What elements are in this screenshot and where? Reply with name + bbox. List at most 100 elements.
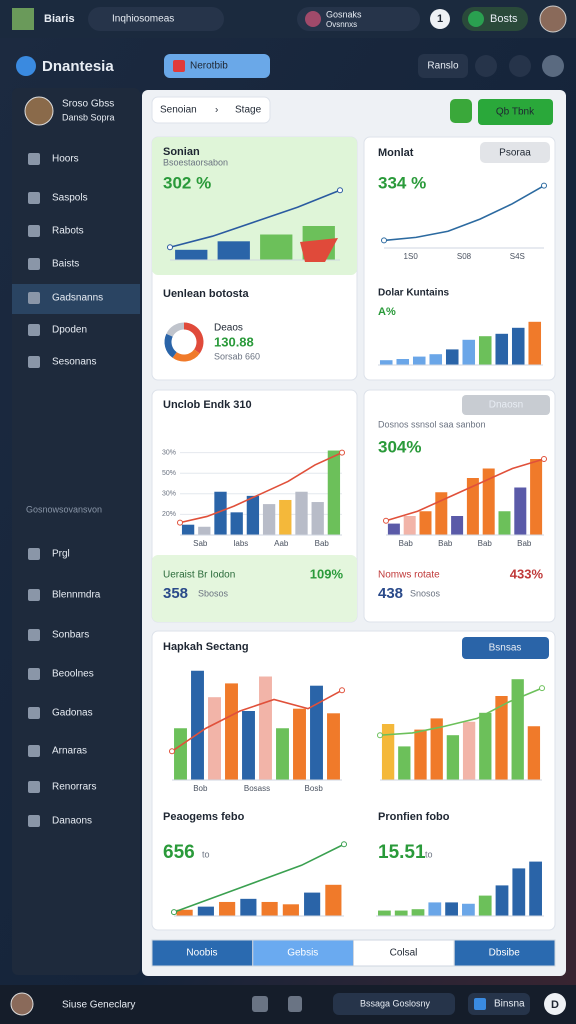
nav-icon[interactable] (28, 324, 40, 336)
tab-pill[interactable] (151, 96, 271, 124)
star-button[interactable] (475, 55, 497, 77)
bar (198, 526, 211, 535)
line-end (377, 732, 383, 739)
card-button[interactable] (480, 142, 550, 163)
nav-item[interactable]: Danaons (52, 816, 92, 827)
bar (219, 901, 236, 916)
footer-sub: Sbosos (198, 588, 229, 598)
footer-search[interactable] (333, 993, 455, 1015)
tab-segment[interactable] (151, 939, 254, 967)
card-title: Uenlean botosta (163, 288, 249, 300)
nav-item[interactable]: Sesonans (52, 357, 96, 368)
nav-item[interactable]: Gadsnanns (52, 293, 103, 304)
chart (376, 861, 544, 917)
nav-item[interactable]: Arnaras (52, 746, 87, 757)
pin-button[interactable] (509, 55, 531, 77)
user-pill[interactable] (297, 7, 420, 31)
bar (262, 504, 276, 535)
footer-pct: 433% (510, 566, 544, 581)
nav-icon[interactable] (28, 153, 40, 165)
footer-icon[interactable] (252, 996, 268, 1012)
nav-item[interactable]: Beoolnes (52, 669, 94, 680)
tab-segment[interactable] (252, 939, 354, 967)
nav-item[interactable]: Rabots (52, 226, 84, 237)
nav-item[interactable]: Gadonas (52, 708, 93, 719)
chart: Bob Bosass Bosb (169, 670, 345, 793)
nav-item[interactable]: Sonbars (52, 630, 89, 641)
badge[interactable] (430, 9, 450, 29)
bar (412, 356, 426, 365)
nav-icon[interactable] (28, 292, 40, 304)
nav-icon[interactable] (28, 589, 40, 601)
bar (230, 512, 243, 535)
bar (527, 726, 541, 780)
line-end (381, 237, 387, 244)
card-value: 302 % (163, 173, 211, 192)
chart (377, 679, 545, 781)
y-tick-label: 30% (162, 449, 176, 456)
bar (462, 721, 476, 780)
app-icon[interactable] (12, 8, 34, 30)
nav-item[interactable]: Baists (52, 259, 79, 270)
x-tick-label: Bab (478, 539, 493, 548)
nav-icon[interactable] (28, 745, 40, 757)
chart (167, 187, 343, 261)
nav-icon[interactable] (28, 258, 40, 270)
tab-segment[interactable] (453, 939, 556, 967)
x-tick-label: Aab (274, 539, 289, 548)
header-button[interactable] (418, 54, 468, 78)
bar (403, 516, 416, 535)
nav-icon[interactable] (28, 225, 40, 237)
bar (379, 360, 393, 365)
nav-item[interactable]: Dpoden (52, 325, 87, 336)
chart: 20% 30% 50% 30% Sab Iabs Aab Bab (162, 449, 345, 548)
nav-icon[interactable] (28, 192, 40, 204)
tab-label: Noobis (186, 948, 217, 959)
nav-item[interactable]: Hoors (52, 154, 79, 165)
nav-icon[interactable] (28, 707, 40, 719)
decor-shape (300, 238, 338, 262)
bar (327, 450, 341, 535)
card-button[interactable] (462, 637, 549, 659)
action-button[interactable] (478, 99, 553, 125)
footer-search-text: Bssaga Goslosny (360, 998, 431, 1008)
footer-icon[interactable] (288, 996, 302, 1012)
nav-icon[interactable] (28, 548, 40, 560)
dropdown[interactable] (164, 54, 270, 78)
nav-icon[interactable] (28, 781, 40, 793)
nav-item[interactable]: Prgl (52, 549, 70, 560)
action-text: Qb Tbnk (496, 107, 535, 118)
bar (511, 327, 525, 365)
avatar[interactable] (539, 5, 567, 33)
donut-segment (172, 349, 200, 362)
bar (214, 491, 227, 535)
user-name: Gosnaks (326, 9, 362, 19)
bar (225, 683, 238, 780)
nav-icon[interactable] (28, 629, 40, 641)
action-icon[interactable] (450, 99, 472, 123)
line-end (339, 449, 345, 456)
line-end (169, 748, 175, 755)
footer-circle[interactable] (544, 993, 566, 1015)
trend-line (173, 843, 345, 913)
nav-icon[interactable] (28, 356, 40, 368)
nav-icon[interactable] (28, 815, 40, 827)
trend-line (171, 689, 343, 752)
nav-item[interactable]: Blennmdra (52, 590, 101, 601)
bar (282, 904, 299, 916)
bar (451, 516, 464, 535)
footer-avatar[interactable] (10, 992, 34, 1016)
search-box[interactable] (88, 7, 224, 31)
nav-icon[interactable] (28, 668, 40, 680)
sidebar-items: Hoors Saspols Rabots Baists Gadsnanns Dpoden S… (28, 153, 103, 827)
card-title: Pronfien fobo (378, 811, 450, 823)
bar (246, 495, 260, 535)
search-text: Inqhiosomeas (112, 14, 174, 25)
profile-button[interactable] (542, 55, 564, 77)
tab-segment[interactable] (353, 939, 455, 967)
card-button[interactable] (462, 395, 550, 415)
nav-item[interactable]: Renorrars (52, 782, 96, 793)
donut-segment (183, 322, 204, 354)
card-value: A% (378, 306, 396, 318)
nav-item[interactable]: Saspols (52, 193, 88, 204)
